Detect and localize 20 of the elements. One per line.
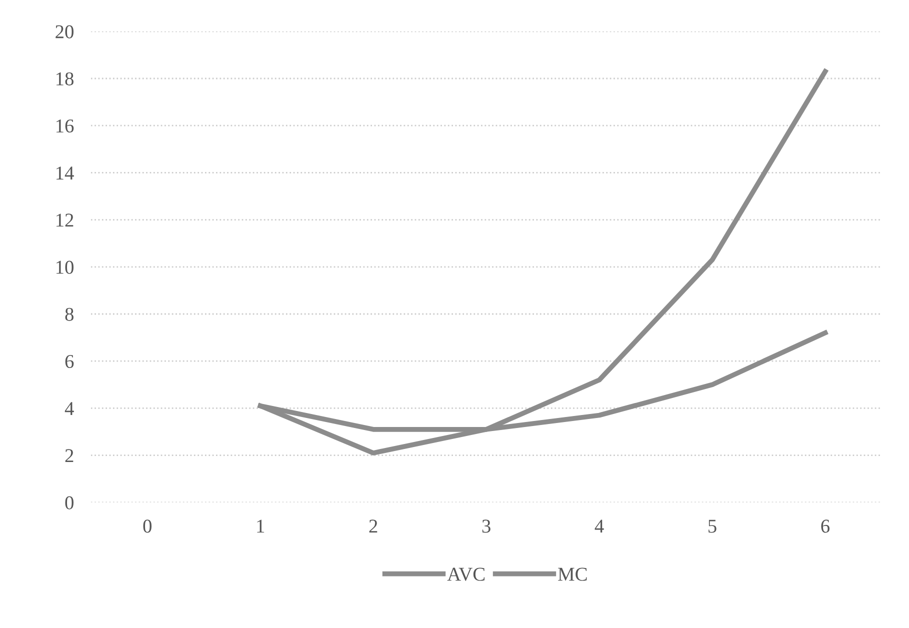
y-tick-label: 8 (65, 308, 74, 321)
y-tick-label: 10 (56, 260, 74, 274)
x-tick-label: 0 (143, 520, 152, 533)
y-tick-label: 2 (65, 449, 74, 462)
y-tick-label: 18 (56, 72, 74, 86)
x-tick-label: 4 (594, 520, 604, 533)
x-tick-label: 3 (482, 520, 490, 533)
x-tick-label: 6 (821, 520, 830, 533)
legend-label: AVC (447, 568, 485, 581)
y-tick-label: 20 (56, 25, 74, 38)
x-tick-label: 2 (369, 520, 378, 533)
y-tick-label: 16 (56, 119, 74, 133)
y-tick-label: 0 (65, 496, 74, 510)
y-tick-label: 6 (65, 354, 74, 368)
legend-label: MC (558, 568, 587, 581)
x-tick-label: 1 (257, 520, 264, 533)
y-tick-label: 14 (56, 166, 74, 180)
y-tick-label: 12 (56, 214, 74, 227)
x-tick-label: 5 (708, 520, 716, 533)
y-tick-label: 4 (64, 402, 74, 415)
